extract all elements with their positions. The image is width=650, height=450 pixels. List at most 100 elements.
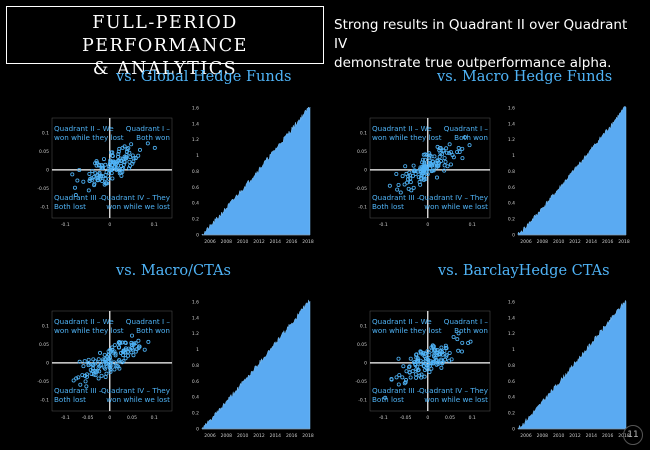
area-x-tick: 2016 <box>286 239 298 245</box>
area-y-tick: 0 <box>512 427 515 433</box>
scatter-point <box>112 343 117 348</box>
scatter-point <box>457 149 462 154</box>
scatter-point <box>109 162 114 167</box>
scatter-point <box>460 156 465 161</box>
scatter-point <box>120 360 125 365</box>
scatter-point <box>433 347 438 352</box>
scatter-point <box>129 142 134 147</box>
cumulative-area <box>201 299 311 430</box>
area-y-tick: 1.6 <box>192 299 199 305</box>
scatter-point <box>116 345 121 350</box>
quadrant-ii-label: Quadrant II – We <box>54 124 114 133</box>
scatter-point <box>451 155 456 160</box>
panel-title-macro-hedge-funds: vs. Macro Hedge Funds <box>437 69 613 85</box>
scatter-point <box>81 179 86 184</box>
scatter-chart-global-hedge-funds: -0.1 0 0.1 0.1 0.05 0 -0.05 -0.1 Quadrant II – W… <box>37 117 173 228</box>
scatter-point <box>130 153 135 158</box>
scatter-point <box>103 366 108 371</box>
scatter-point <box>72 185 77 190</box>
scatter-point <box>443 343 448 348</box>
scatter-point <box>462 135 467 140</box>
scatter-point <box>116 152 121 157</box>
quadrant-ii-label: won while they lost <box>54 326 124 335</box>
scatter-point <box>110 345 115 350</box>
scatter-point <box>400 174 405 179</box>
quadrant-ii-label: Quadrant II – We <box>372 317 432 326</box>
scatter-point <box>133 349 138 354</box>
scatter-point <box>124 156 129 161</box>
area-x-tick: 2012 <box>569 239 581 245</box>
scatter-point <box>428 363 433 368</box>
scatter-point <box>77 359 82 364</box>
scatter-point <box>395 187 400 192</box>
area-y-tick: 1.2 <box>192 331 199 337</box>
scatter-point <box>451 334 456 339</box>
scatter-point <box>98 350 103 355</box>
quadrant-ii-label: won while they lost <box>54 133 124 142</box>
scatter-point <box>82 359 87 364</box>
scatter-point <box>439 349 444 354</box>
scatter-point <box>92 174 97 179</box>
scatter-point <box>456 331 461 336</box>
scatter-point <box>90 368 95 373</box>
quadrant-i-label: Quadrant I – <box>126 124 171 133</box>
quadrant-iv-label: Quadrant IV – They <box>101 193 171 202</box>
scatter-point <box>117 146 122 151</box>
scatter-point <box>459 349 464 354</box>
quadrant-i-label: Quadrant I – <box>126 317 171 326</box>
scatter-point <box>108 347 113 352</box>
scatter-point <box>424 153 429 158</box>
scatter-point <box>445 164 450 169</box>
scatter-point <box>77 168 82 173</box>
page-title-line2: & ANALYTICS <box>92 59 238 79</box>
scatter-point <box>411 169 416 174</box>
scatter-y-tick: -0.05 <box>37 186 49 192</box>
scatter-y-tick: -0.05 <box>37 379 49 385</box>
area-x-tick: 2008 <box>221 239 233 245</box>
scatter-point <box>76 375 81 380</box>
quadrant-iv-label: Quadrant IV – They <box>101 386 171 395</box>
scatter-point <box>92 181 97 186</box>
scatter-point <box>422 374 427 379</box>
scatter-point <box>431 168 436 173</box>
area-chart-global-hedge-funds: 1.6 1.4 1.2 1 0.8 0.6 0.4 0.2 0 2006 2008 2010 2012 2… <box>192 105 314 245</box>
page-number: 11 <box>623 425 643 445</box>
scatter-y-tick: 0.1 <box>42 130 49 136</box>
area-y-tick: 1 <box>196 153 199 159</box>
scatter-point <box>116 359 121 364</box>
scatter-point <box>121 353 126 358</box>
scatter-x-tick: 0 <box>426 415 429 421</box>
area-chart-macro-ctas: 1.6 1.4 1.2 1 0.8 0.6 0.4 0.2 0 2006 2008 2010 2012 2… <box>192 299 314 439</box>
scatter-frame <box>369 117 491 219</box>
area-y-tick: 1.4 <box>508 315 515 321</box>
scatter-point <box>108 365 113 370</box>
scatter-point <box>111 159 116 164</box>
area-y-tick: 0.4 <box>192 395 199 401</box>
scatter-y-tick: 0.05 <box>357 342 367 348</box>
scatter-point <box>123 340 128 345</box>
scatter-point <box>440 360 445 365</box>
scatter-point <box>420 157 425 162</box>
scatter-point <box>429 348 434 353</box>
scatter-point <box>107 162 112 167</box>
scatter-x-tick: 0.1 <box>151 222 158 228</box>
scatter-point <box>396 382 401 387</box>
scatter-point <box>421 364 426 369</box>
scatter-point <box>402 182 407 187</box>
scatter-point <box>467 143 472 148</box>
scatter-frame <box>51 117 173 219</box>
scatter-point <box>415 356 420 361</box>
scatter-point <box>416 367 421 372</box>
scatter-x-tick: 0.1 <box>469 415 476 421</box>
scatter-point <box>96 357 101 362</box>
quadrant-i-label: Quadrant I – <box>444 124 489 133</box>
scatter-point <box>110 176 115 181</box>
scatter-point <box>387 183 392 188</box>
scatter-y-tick: -0.05 <box>355 379 367 385</box>
area-x-tick: 2006 <box>520 433 532 439</box>
scatter-point <box>91 357 96 362</box>
scatter-point <box>108 354 113 359</box>
scatter-point <box>423 356 428 361</box>
area-y-tick: 1.6 <box>508 299 515 305</box>
quadrant-iv-label: won while we lost <box>106 202 170 211</box>
